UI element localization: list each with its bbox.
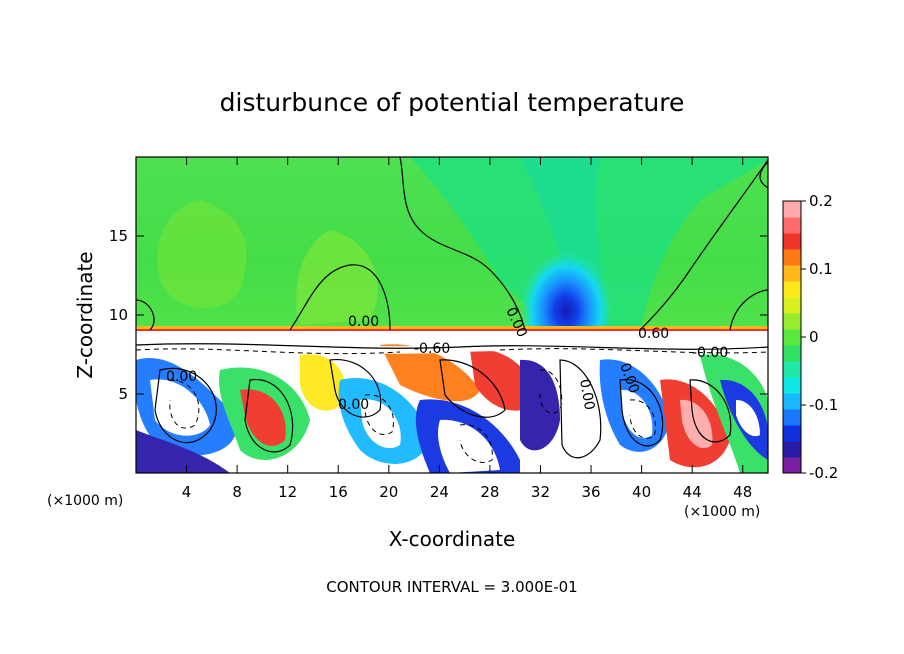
colorbar-swatch bbox=[783, 425, 801, 442]
chart-title: disturbunce of potential temperature bbox=[220, 88, 685, 117]
colorbar-swatch bbox=[783, 457, 801, 474]
colorbar-swatch bbox=[783, 249, 801, 266]
colorbar-swatch bbox=[783, 409, 801, 426]
y-tick-label: 15 bbox=[109, 227, 128, 245]
contour-label: 0.00 bbox=[576, 378, 597, 411]
colorbar-tick-label: 0 bbox=[809, 328, 819, 346]
y-tick-label: 10 bbox=[109, 306, 128, 324]
contour-interval: CONTOUR INTERVAL = 3.000E-01 bbox=[326, 578, 577, 596]
colorbar-tick-label: 0.2 bbox=[809, 192, 833, 210]
colorbar: 0.2 0.1 0 -0.1 -0.2 bbox=[782, 192, 838, 482]
x-tick-label: 24 bbox=[430, 483, 449, 501]
y-axis-label: Z-coordinate bbox=[73, 251, 97, 378]
x-tick-label: 20 bbox=[379, 483, 398, 501]
x-tick-label: 16 bbox=[329, 483, 348, 501]
colorbar-swatch bbox=[783, 201, 801, 218]
contour-label: 0.00 bbox=[348, 314, 379, 330]
x-tick-label: 48 bbox=[733, 483, 752, 501]
colorbar-swatch bbox=[783, 281, 801, 298]
x-tick-label: 36 bbox=[581, 483, 600, 501]
colorbar-tick-label: -0.2 bbox=[809, 464, 838, 482]
contour-label: 0.60 bbox=[638, 326, 669, 342]
colorbar-tick-label: -0.1 bbox=[809, 396, 838, 414]
x-unit-label-left: (×1000 m) bbox=[47, 493, 123, 509]
x-axis-label: X-coordinate bbox=[389, 527, 516, 551]
colorbar-swatch bbox=[783, 345, 801, 362]
colorbar-swatch bbox=[783, 393, 801, 410]
colorbar-swatch bbox=[783, 297, 801, 314]
x-tick-label: 8 bbox=[232, 483, 242, 501]
x-unit-label-right: (×1000 m) bbox=[684, 504, 760, 520]
contour-label: 0.00 bbox=[338, 397, 369, 413]
x-tick-label: 40 bbox=[632, 483, 651, 501]
colorbar-swatch bbox=[783, 265, 801, 282]
x-tick-label: 4 bbox=[182, 483, 192, 501]
x-tick-label: 44 bbox=[683, 483, 702, 501]
colorbar-swatch bbox=[783, 329, 801, 346]
colorbar-swatch bbox=[783, 377, 801, 394]
colorbar-swatch bbox=[783, 441, 801, 458]
colorbar-swatch bbox=[783, 217, 801, 234]
x-tick-label: 12 bbox=[278, 483, 297, 501]
x-axis: 4 8 12 16 20 24 28 32 36 40 44 48 bbox=[182, 157, 752, 501]
colorbar-swatch bbox=[783, 313, 801, 330]
y-axis: 5 10 15 bbox=[109, 227, 768, 403]
colorbar-swatch bbox=[783, 361, 801, 378]
y-tick-label: 5 bbox=[118, 385, 128, 403]
contour-label: 0.00 bbox=[166, 369, 197, 385]
contour-label: -0.00 bbox=[692, 345, 728, 361]
x-tick-label: 28 bbox=[480, 483, 499, 501]
x-tick-label: 32 bbox=[531, 483, 550, 501]
colorbar-tick-label: 0.1 bbox=[809, 260, 833, 278]
contour-label: -0.60 bbox=[414, 341, 450, 357]
colorbar-swatch bbox=[783, 233, 801, 250]
plot-area: 0.00 0.00 0.00 -0.60 0.60 -0.00 0.00 0.0… bbox=[136, 157, 768, 473]
